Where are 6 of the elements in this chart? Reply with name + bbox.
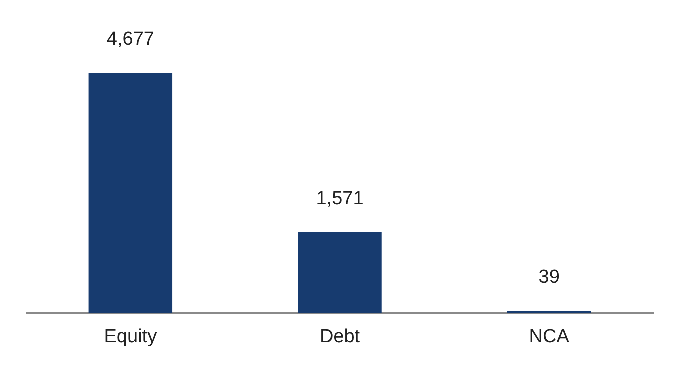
x-tick-label: Debt <box>320 326 361 348</box>
data-label: 39 <box>538 267 560 288</box>
x-tick-label: Equity <box>104 326 158 348</box>
x-tick-label: NCA <box>529 326 570 348</box>
data-label: 1,571 <box>316 188 364 210</box>
data-label: 4,677 <box>106 29 154 50</box>
